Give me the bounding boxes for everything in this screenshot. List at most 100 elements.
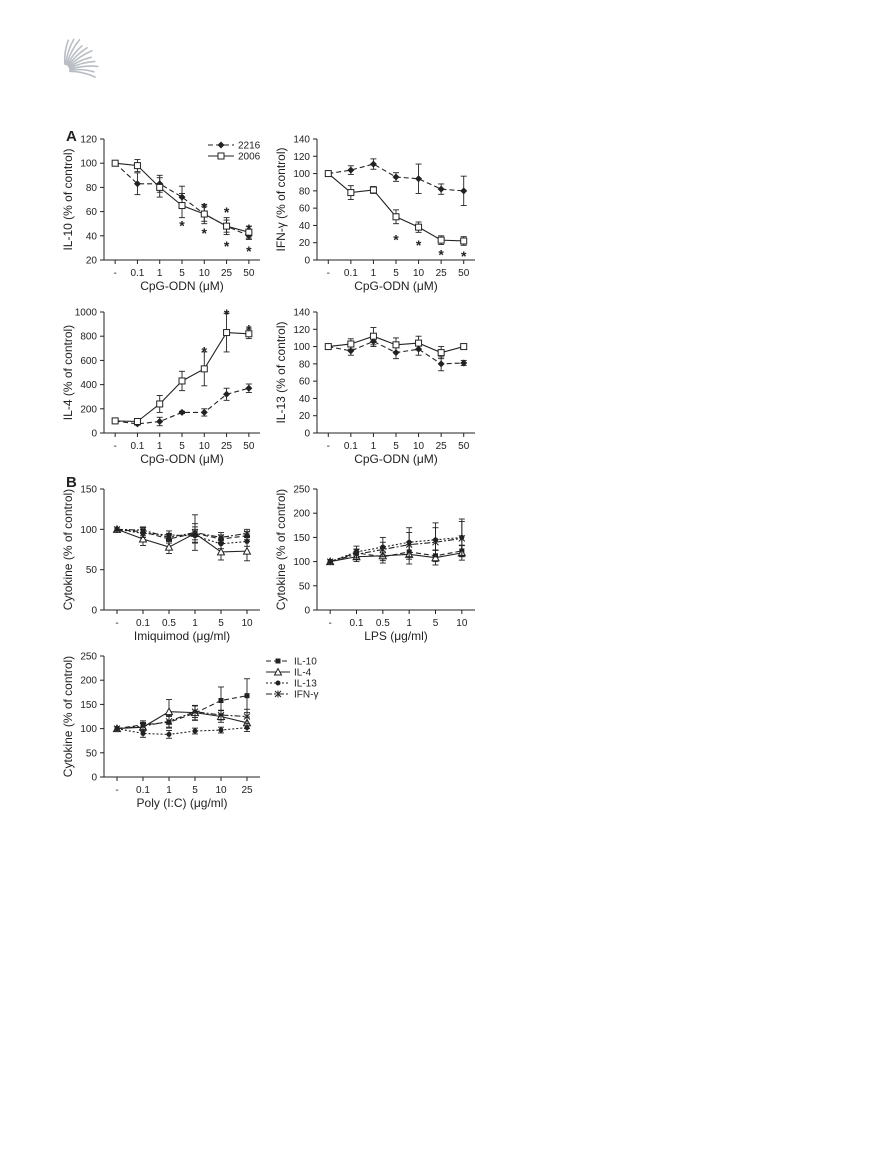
series-IFN-γ [113,514,251,551]
legend-label: 2006 [238,152,261,163]
series-line [330,552,462,563]
data-point [223,329,231,337]
chart-polyic: 0 50 100 150 200 250 - 0.1 1 5 10 25 Poly (I:C) (μg/… [61,652,260,810]
data-point [437,349,445,357]
data-point [324,343,332,351]
y-tick-label: 100 [293,557,310,568]
significance-star: * [224,306,230,322]
data-point [324,170,332,178]
data-point [178,377,186,385]
x-tick-label: 5 [393,268,399,279]
x-tick-label: 10 [215,785,227,796]
series-line [329,550,462,563]
x-tick-label: 0.1 [136,618,150,629]
x-tick-label: 10 [413,441,425,452]
series-line [116,695,248,730]
y-tick-label: 1000 [75,308,98,319]
y-tick-label: 0 [91,429,97,440]
x-tick-label: 5 [192,785,198,796]
y-tick-label: 0 [304,429,310,440]
data-point [165,717,173,725]
data-point [156,418,164,426]
y-tick-label: 140 [293,308,310,319]
data-point [347,189,355,197]
x-axis-label: Imiquimod (μg/ml) [134,629,230,643]
x-tick-label: 0.1 [130,441,144,452]
y-tick-label: 150 [293,533,310,544]
y-tick-label: 40 [299,394,311,405]
chart-il10: 20 40 60 80 100 120 - 0.1 1 5 10 25 50 CpG-ODN (μM) IL… [61,135,260,293]
series-IFN-γ [326,520,466,566]
logo-ray [69,68,95,73]
logo-ray [68,49,93,68]
y-tick-label: 120 [293,325,310,336]
y-tick-label: 100 [80,159,97,170]
chart-il4: 0 200 400 600 800 1000 - 0.1 1 5 10 25 50 CpG-ODN (μM… [61,306,260,466]
series-2006 [324,327,468,360]
x-tick-label: 0.5 [376,618,390,629]
significance-star: * [202,199,208,215]
y-axis-label: IL-13 (% of control) [274,321,288,423]
series-line [116,711,248,730]
x-axis-label: CpG-ODN (μM) [140,452,224,466]
x-tick-label: 10 [413,268,425,279]
data-point [243,713,251,720]
chart-lps: 0 50 100 150 200 250 - 0.1 0.5 1 5 10 LPS (μg/ml) Cyt… [274,485,475,643]
data-point [245,384,253,392]
x-tick-label: 0.1 [136,785,150,796]
series-IL-4 [112,523,252,562]
x-tick-label: 25 [221,268,233,279]
x-tick-label: 50 [243,441,255,452]
x-tick-label: 5 [179,441,185,452]
y-tick-label: 50 [86,748,98,759]
data-point [164,542,174,551]
y-tick-label: 80 [299,186,311,197]
data-point [133,180,141,188]
logo-ray [66,45,83,66]
data-point [139,722,147,730]
x-tick-label: 10 [199,268,211,279]
x-tick-label: 0.5 [162,618,176,629]
y-axis-label: IFN-γ (% of control) [274,147,288,251]
data-point [392,341,400,349]
series-IL-4 [325,544,467,566]
data-point [192,728,198,734]
data-point [156,400,164,408]
logo-ray [69,65,99,71]
data-point [458,534,466,542]
significance-star: * [438,246,444,262]
y-tick-label: 20 [299,238,311,249]
significance-star: * [416,237,422,253]
x-axis-label: LPS (μg/ml) [364,629,428,643]
series-IL-13 [327,518,465,565]
x-tick-label: 0.1 [130,268,144,279]
significance-star: * [179,217,185,233]
data-point [353,550,360,558]
x-tick-label: - [327,441,330,452]
data-point [218,727,224,733]
y-tick-label: 60 [299,204,311,215]
legend-marker [274,690,282,698]
series-line [116,528,248,540]
series-line [116,528,248,545]
x-tick-label: - [328,618,331,629]
series-line [116,528,248,553]
y-tick-label: 50 [299,581,311,592]
y-tick-label: 20 [86,256,98,267]
y-tick-label: 200 [293,509,310,520]
data-point [369,332,377,340]
y-tick-label: 20 [299,411,311,422]
x-tick-label: 0.1 [350,618,364,629]
chart-imiquimod: 0 50 100 150 - 0.1 0.5 1 5 10 Imiquimod (μg/ml) Cyt… [61,485,260,643]
y-axis-label: Cytokine (% of control) [61,656,75,777]
series-2006 [324,170,468,246]
x-axis-label: CpG-ODN (μM) [140,279,224,293]
y-axis-label: Cytokine (% of control) [61,489,75,610]
y-tick-label: 150 [80,700,97,711]
y-axis-label: IL-10 (% of control) [61,148,75,250]
logo-ray [65,38,75,66]
data-point [415,339,423,347]
